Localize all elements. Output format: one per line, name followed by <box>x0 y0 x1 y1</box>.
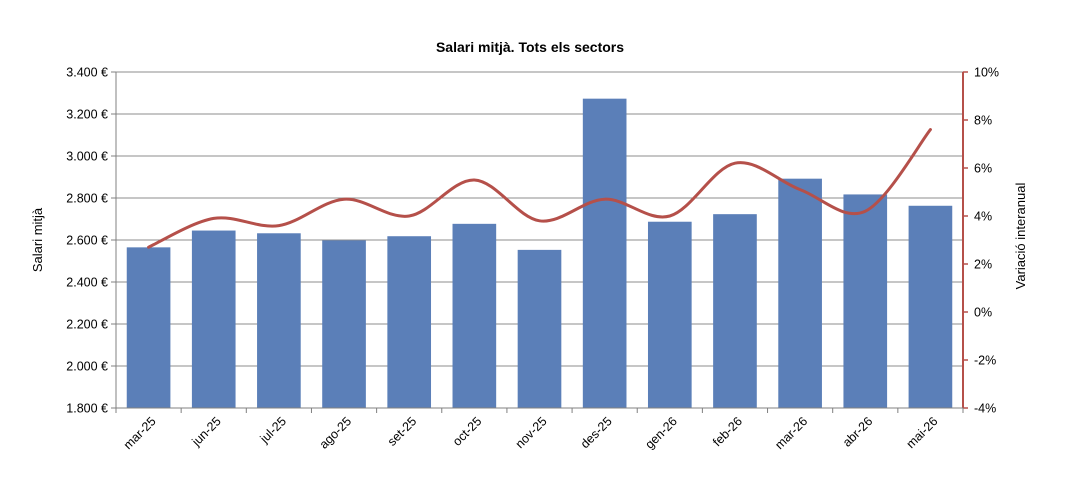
y-tick-label: 1.800 € <box>66 402 108 416</box>
x-tick-label: mar-25 <box>121 414 159 452</box>
x-tick-label: mai-26 <box>904 414 941 451</box>
y2-tick-label: 4% <box>974 210 992 224</box>
bar-abr-26 <box>843 194 888 408</box>
bar-ago-25 <box>322 240 366 408</box>
y-tick-label: 2.600 € <box>66 234 108 248</box>
chart-title: Salari mitjà. Tots els sectors <box>436 39 624 55</box>
y2-tick-label: 0% <box>974 306 992 320</box>
y2-tick-label: 8% <box>974 114 992 128</box>
bar-mar-25 <box>126 247 171 408</box>
y-tick-label: 2.200 € <box>66 318 108 332</box>
axes <box>111 71 968 413</box>
y2-axis-title: Variació interanual <box>1013 183 1028 290</box>
y2-tick-label: -2% <box>974 354 996 368</box>
y-tick-label: 3.200 € <box>66 108 108 122</box>
y-tick-label: 3.000 € <box>66 150 108 164</box>
x-tick-label: mar-26 <box>772 414 810 452</box>
variation-line <box>147 128 932 249</box>
x-tick-label: ago-25 <box>317 414 354 451</box>
x-tick-label: des-25 <box>578 414 615 451</box>
y-axis-title: Salari mitjà <box>30 207 45 272</box>
bar-set-25 <box>387 236 432 408</box>
bar-mai-26 <box>908 205 953 408</box>
bar-series <box>126 98 953 409</box>
x-tick-label: jun-25 <box>189 414 224 449</box>
y-tick-label: 3.400 € <box>66 66 108 80</box>
bar-feb-26 <box>713 214 757 408</box>
x-tick-label: feb-26 <box>710 414 745 449</box>
y2-tick-label: 2% <box>974 258 992 272</box>
bar-jul-25 <box>257 233 301 408</box>
y2-tick-label: 10% <box>974 66 999 80</box>
y2-tick-label: -4% <box>974 402 996 416</box>
bar-gen-26 <box>647 221 692 408</box>
x-tick-label: nov-25 <box>513 414 550 451</box>
bar-nov-25 <box>517 249 562 408</box>
bar-oct-25 <box>452 223 497 408</box>
y-tick-label: 2.400 € <box>66 276 108 290</box>
line-series <box>147 128 932 249</box>
x-tick-label: abr-26 <box>840 414 875 449</box>
bar-mar-26 <box>778 178 822 408</box>
bar-des-25 <box>582 98 627 409</box>
y2-tick-label: 6% <box>974 162 992 176</box>
x-tick-label: gen-26 <box>642 414 679 451</box>
y-tick-label: 2.800 € <box>66 192 108 206</box>
x-tick-label: oct-25 <box>450 414 484 448</box>
y-tick-label: 2.000 € <box>66 360 108 374</box>
bar-jun-25 <box>191 230 236 408</box>
x-tick-label: jul-25 <box>257 414 289 446</box>
x-tick-label: set-25 <box>385 414 419 448</box>
